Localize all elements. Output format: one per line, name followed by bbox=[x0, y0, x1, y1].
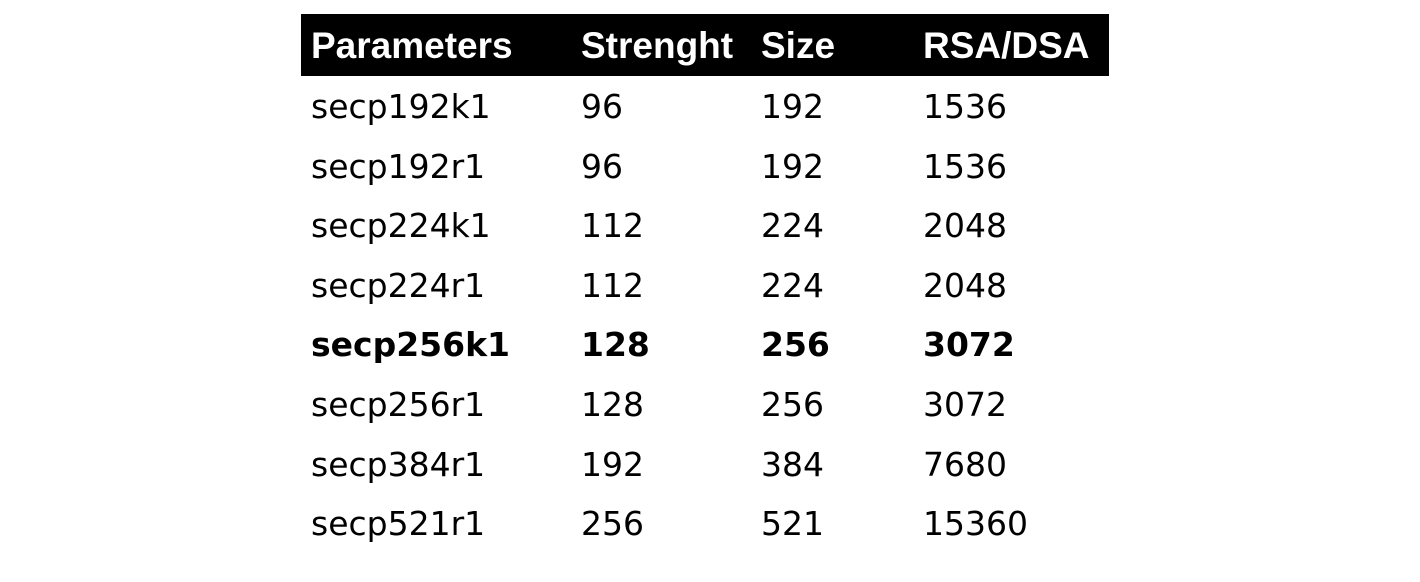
table-header: Parameters Strenght Size RSA/DSA bbox=[301, 14, 1109, 76]
table-row: secp256k1 128 256 3072 bbox=[301, 314, 1109, 374]
parameters-cell: secp224r1 bbox=[311, 265, 486, 305]
rsa-dsa-cell: 3072 bbox=[923, 325, 1015, 365]
parameters-cell: secp192k1 bbox=[311, 87, 491, 126]
table-row: secp384r1 192 384 7680 bbox=[301, 434, 1109, 494]
rsa-dsa-cell: 1536 bbox=[923, 146, 1007, 186]
table-row: secp192r1 96 192 1536 bbox=[301, 136, 1109, 196]
strength-cell: 96 bbox=[581, 87, 623, 126]
rsa-dsa-cell: 3072 bbox=[923, 384, 1007, 424]
rsa-dsa-cell: 2048 bbox=[923, 265, 1007, 305]
table-row: secp521r1 256 521 15360 bbox=[301, 493, 1109, 553]
table-row: secp224k1 112 224 2048 bbox=[301, 195, 1109, 255]
table-row: secp224r1 112 224 2048 bbox=[301, 255, 1109, 315]
size-cell: 192 bbox=[761, 87, 824, 126]
header-parameters: Parameters bbox=[311, 25, 513, 66]
strength-cell: 112 bbox=[581, 206, 644, 246]
table-body: secp192k1 96 192 1536 secp192r1 96 192 1536 secp… bbox=[301, 76, 1109, 553]
rsa-dsa-cell: 15360 bbox=[923, 504, 1028, 544]
size-cell: 256 bbox=[761, 384, 824, 424]
strength-cell: 128 bbox=[581, 325, 650, 365]
table-row: secp192k1 96 192 1536 bbox=[301, 76, 1109, 136]
strength-cell: 128 bbox=[581, 384, 644, 424]
strength-cell: 256 bbox=[581, 504, 644, 544]
header-rsa-dsa: RSA/DSA bbox=[923, 25, 1090, 66]
parameters-cell: secp224k1 bbox=[311, 206, 491, 246]
parameters-cell: secp384r1 bbox=[311, 444, 486, 484]
table-row: secp256r1 128 256 3072 bbox=[301, 374, 1109, 434]
size-cell: 192 bbox=[761, 146, 824, 186]
rsa-dsa-cell: 2048 bbox=[923, 206, 1007, 246]
rsa-dsa-cell: 7680 bbox=[923, 444, 1007, 484]
rsa-dsa-cell: 1536 bbox=[923, 87, 1007, 126]
size-cell: 384 bbox=[761, 444, 824, 484]
parameters-cell: secp192r1 bbox=[311, 146, 486, 186]
parameters-cell: secp521r1 bbox=[311, 504, 486, 544]
strength-cell: 192 bbox=[581, 444, 644, 484]
size-cell: 256 bbox=[761, 325, 830, 365]
header-size: Size bbox=[761, 25, 836, 66]
parameters-cell: secp256k1 bbox=[311, 325, 510, 365]
size-cell: 224 bbox=[761, 265, 824, 305]
size-cell: 224 bbox=[761, 206, 824, 246]
header-strength: Strenght bbox=[581, 25, 734, 66]
strength-cell: 112 bbox=[581, 265, 644, 305]
curve-parameters-table: Parameters Strenght Size RSA/DSA secp192… bbox=[301, 14, 1109, 553]
parameters-cell: secp256r1 bbox=[311, 384, 486, 424]
strength-cell: 96 bbox=[581, 146, 623, 186]
size-cell: 521 bbox=[761, 504, 824, 544]
